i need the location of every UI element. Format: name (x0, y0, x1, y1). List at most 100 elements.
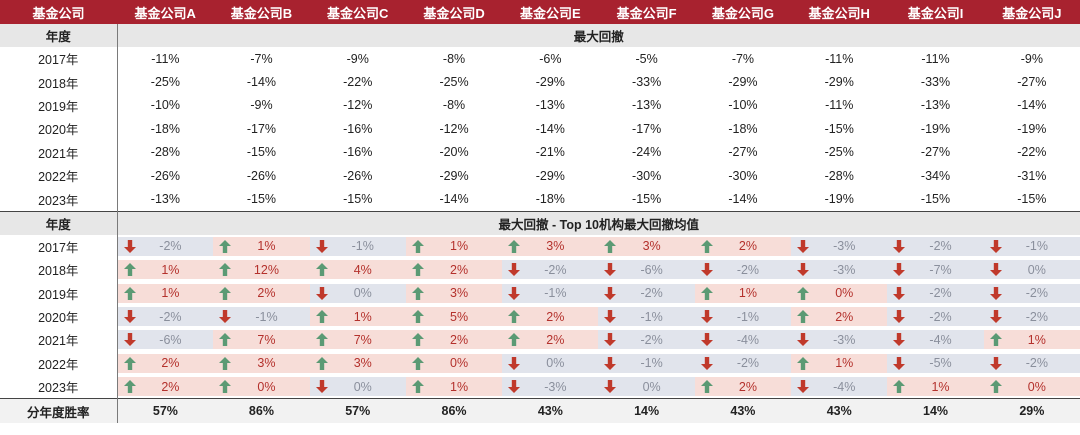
win-rate-row: 分年度胜率 57% 86% 57% 86% 43% 14% 43% 43% 14% 29% (0, 398, 1080, 424)
comparison-cell: 0% (213, 375, 310, 399)
comparison-cell: -3% (791, 258, 888, 281)
drawdown-value: -26% (246, 168, 277, 183)
drawdown-value: -8% (442, 51, 466, 66)
comparison-value: 2% (546, 309, 565, 324)
drawdown-value: -12% (343, 98, 373, 113)
comparison-cell: 3% (502, 235, 599, 258)
comparison-cell: -2% (887, 305, 984, 328)
arrow-down-icon (791, 333, 815, 347)
arrow-down-icon (118, 310, 142, 324)
comparison-value: 2% (161, 379, 180, 394)
comparison-value: 2% (738, 379, 757, 394)
drawdown-row: 2019年 -10% -9% -12% -8% -13% -13% -10% -11% -13% -… (0, 93, 1080, 118)
fund-column-header: 基金公司E (502, 0, 599, 24)
arrow-up-icon (406, 380, 430, 394)
comparison-cell: -1% (983, 235, 1080, 258)
drawdown-value: -15% (246, 145, 277, 160)
comparison-value: -3% (833, 332, 856, 347)
comparison-cell: -2% (117, 305, 214, 328)
comparison-cell: -2% (983, 352, 1080, 375)
arrow-up-icon (118, 356, 142, 370)
comparison-value: 1% (931, 379, 950, 394)
comparison-value: 7% (353, 332, 372, 347)
drawdown-value: -27% (1017, 75, 1047, 90)
drawdown-value: -31% (1017, 168, 1047, 183)
drawdown-value: -24% (632, 145, 662, 160)
comparison-value: -1% (736, 309, 760, 324)
comparison-value: 1% (450, 379, 469, 394)
arrow-down-icon (598, 356, 622, 370)
win-rate-value: 86% (405, 398, 503, 424)
comparison-value: 0% (353, 286, 372, 301)
drawdown-value: -30% (728, 168, 758, 183)
drawdown-value: -8% (442, 98, 466, 113)
comparison-value: 3% (450, 286, 469, 301)
arrow-up-icon (406, 333, 430, 347)
arrow-down-icon (887, 286, 911, 300)
arrow-down-icon (695, 310, 719, 324)
arrow-down-icon (984, 239, 1008, 253)
comparison-row: 2019年 1% 2% 0% 3% -1% -2% 1% 0% -2% -2% (0, 281, 1080, 305)
comparison-cell: 7% (309, 328, 406, 351)
comparison-row: 2022年 2% 3% 3% 0% 0% -1% -2% 1% -5% -2% (0, 351, 1080, 376)
comparison-cell: -2% (694, 352, 792, 375)
comparison-value: -3% (833, 262, 856, 277)
drawdown-value: -34% (920, 168, 951, 183)
drawdown-value: -14% (439, 192, 469, 207)
arrow-up-icon (406, 263, 430, 277)
arrow-down-icon (310, 239, 334, 253)
comparison-cell: -2% (502, 258, 599, 281)
arrow-down-icon (887, 263, 911, 277)
arrow-up-icon (502, 333, 526, 347)
comparison-cell: -2% (598, 328, 695, 351)
comparison-value: -2% (1025, 356, 1048, 371)
drawdown-value: -14% (535, 121, 565, 136)
drawdown-value: -10% (150, 98, 180, 113)
fund-column-header: 基金公司J (983, 0, 1080, 24)
arrow-down-icon (887, 333, 911, 347)
year-column-label: 年度 (0, 210, 118, 235)
fund-column-header: 基金公司B (213, 0, 310, 24)
section-title: 最大回撤 (117, 24, 1080, 47)
win-rate-value: 29% (983, 398, 1080, 424)
comparison-value: 0% (353, 379, 372, 394)
row-year: 2020年 (0, 117, 118, 141)
drawdown-value: -14% (246, 75, 277, 90)
comparison-row: 2018年 1% 12% 4% 2% -2% -6% -2% -3% -7% 0% (0, 258, 1080, 282)
drawdown-value: -26% (150, 168, 180, 183)
drawdown-value: -12% (439, 121, 469, 136)
arrow-up-icon (310, 310, 334, 324)
arrow-up-icon (310, 333, 334, 347)
fund-column-header: 基金公司F (598, 0, 695, 24)
comparison-cell: 1% (405, 375, 503, 399)
comparison-cell: 1% (117, 282, 214, 305)
comparison-value: -2% (159, 309, 182, 324)
drawdown-value: -15% (824, 121, 854, 136)
arrow-up-icon (695, 239, 719, 253)
arrow-down-icon (502, 286, 526, 300)
section-header-comparison: 年度 最大回撤 - Top 10机构最大回撤均值 (0, 210, 1080, 235)
comparison-cell: -2% (694, 258, 792, 281)
comparison-cell: -2% (598, 282, 695, 305)
arrow-down-icon (598, 286, 622, 300)
comparison-value: -2% (640, 332, 663, 347)
drawdown-value: -5% (635, 51, 658, 66)
comparison-cell: 12% (213, 258, 310, 281)
comparison-value: -2% (1025, 309, 1048, 324)
comparison-value: 12% (253, 262, 279, 277)
comparison-value: 2% (835, 309, 854, 324)
comparison-row: 2017年 -2% 1% -1% 1% 3% 3% 2% -3% -2% -1% (0, 234, 1080, 259)
comparison-value: -2% (929, 286, 952, 301)
comparison-value: 2% (450, 332, 469, 347)
fund-column-header: 基金公司H (791, 0, 888, 24)
arrow-down-icon (695, 333, 719, 347)
arrow-down-icon (598, 380, 622, 394)
drawdown-value: -15% (246, 192, 277, 207)
arrow-up-icon (213, 239, 237, 253)
arrow-up-icon (213, 356, 237, 370)
fund-column-header: 基金公司G (694, 0, 792, 24)
drawdown-value: -29% (824, 75, 854, 90)
comparison-value: 3% (353, 356, 372, 371)
drawdown-row: 2022年 -26% -26% -26% -29% -29% -30% -30% -28% -34… (0, 163, 1080, 188)
comparison-value: 1% (835, 356, 854, 371)
